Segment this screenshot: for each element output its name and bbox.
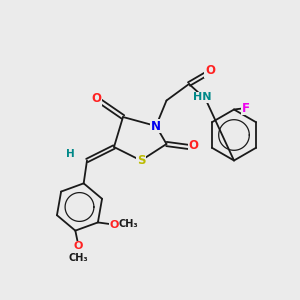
Text: HN: HN [193,92,211,103]
Text: O: O [110,220,119,230]
Text: H: H [66,149,75,160]
Text: O: O [92,92,102,106]
Text: O: O [205,64,215,77]
Text: CH₃: CH₃ [69,253,88,263]
Text: O: O [74,241,83,251]
Text: S: S [137,154,145,167]
Text: F: F [242,101,250,115]
Text: N: N [151,119,161,133]
Text: O: O [188,139,199,152]
Text: CH₃: CH₃ [119,219,139,229]
